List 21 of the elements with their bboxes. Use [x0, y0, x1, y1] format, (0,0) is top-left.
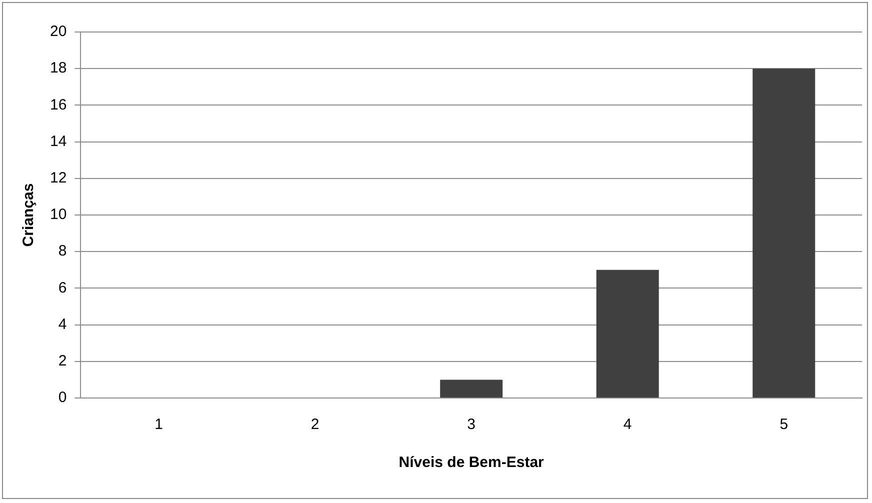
x-axis-title: Níveis de Bem-Estar: [398, 454, 544, 472]
x-tick-label: 4: [623, 416, 632, 434]
x-tick-label: 5: [780, 416, 788, 434]
y-axis-title: Crianças: [20, 183, 38, 247]
y-tick-label: 0: [58, 389, 67, 406]
y-tick-label: 14: [50, 132, 67, 150]
y-tick-label: 6: [58, 279, 67, 296]
x-tick-label: 3: [467, 416, 476, 434]
y-tick-label: 10: [50, 206, 67, 224]
x-tick-label: 2: [310, 416, 320, 434]
bar: [752, 68, 816, 398]
x-tick-label: 1: [154, 416, 163, 434]
y-tick-label: 12: [50, 170, 67, 187]
y-tick-label: 2: [58, 352, 67, 370]
y-tick-label: 18: [50, 60, 67, 77]
y-tick-label: 8: [58, 242, 67, 260]
bar: [596, 270, 659, 398]
bar: [440, 380, 503, 398]
y-tick-label: 16: [50, 96, 67, 114]
y-tick-label: 4: [58, 316, 67, 333]
y-tick-label: 20: [50, 23, 67, 40]
